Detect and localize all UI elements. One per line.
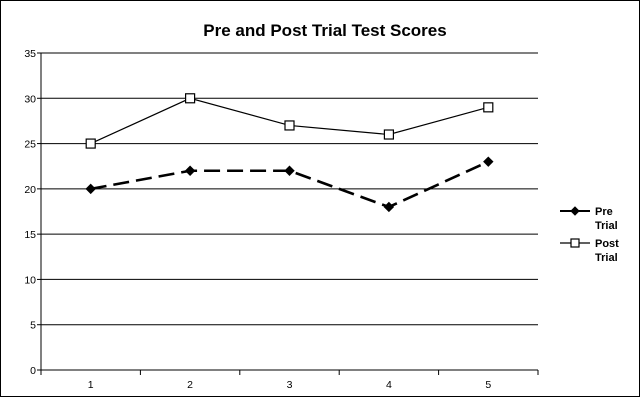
y-tick-label: 15: [24, 229, 36, 241]
legend-label: Trial: [595, 252, 618, 264]
legend-entry: Post Trial: [560, 238, 619, 264]
series-0: [85, 156, 494, 213]
axes: [37, 52, 539, 375]
x-tick-label: 1: [88, 379, 94, 391]
data-point: [85, 183, 96, 195]
x-tick-label: 2: [187, 379, 193, 391]
chart-title: Pre and Post Trial Test Scores: [203, 21, 446, 40]
y-tick-label: 35: [24, 48, 36, 60]
legend-label: Trial: [595, 220, 618, 232]
legend-label: Post: [595, 238, 619, 250]
data-point: [184, 165, 196, 176]
legend-label: Pre: [595, 206, 613, 218]
data-point: [483, 102, 494, 113]
data-point: [383, 201, 395, 213]
legend-entry: Pre Trial: [560, 206, 618, 232]
x-tick-label: 3: [287, 379, 293, 391]
data-point: [85, 138, 96, 149]
data-point: [185, 93, 196, 104]
series-1: [85, 93, 494, 149]
series-layer: [85, 93, 494, 213]
data-point: [284, 120, 295, 131]
y-tick-label: 20: [24, 184, 36, 196]
legend-marker: [570, 238, 580, 248]
legend: Pre Trial Post Trial: [560, 206, 619, 264]
x-tick-label: 5: [485, 379, 491, 391]
x-axis-tick-labels: 1 2 3 4 5: [88, 379, 492, 391]
y-tick-label: 30: [24, 93, 36, 105]
data-point: [483, 156, 494, 167]
y-tick-label: 5: [30, 320, 36, 332]
legend-marker: [570, 206, 580, 216]
x-tick-label: 4: [386, 379, 392, 391]
y-tick-label: 10: [24, 274, 36, 286]
gridlines: [41, 52, 538, 326]
data-point: [284, 165, 295, 176]
y-tick-label: 25: [24, 139, 36, 151]
y-tick-label: 0: [30, 365, 36, 377]
data-point: [383, 129, 394, 140]
y-axis-tick-labels: 0 5 10 15 20 25 30 35: [24, 48, 36, 377]
